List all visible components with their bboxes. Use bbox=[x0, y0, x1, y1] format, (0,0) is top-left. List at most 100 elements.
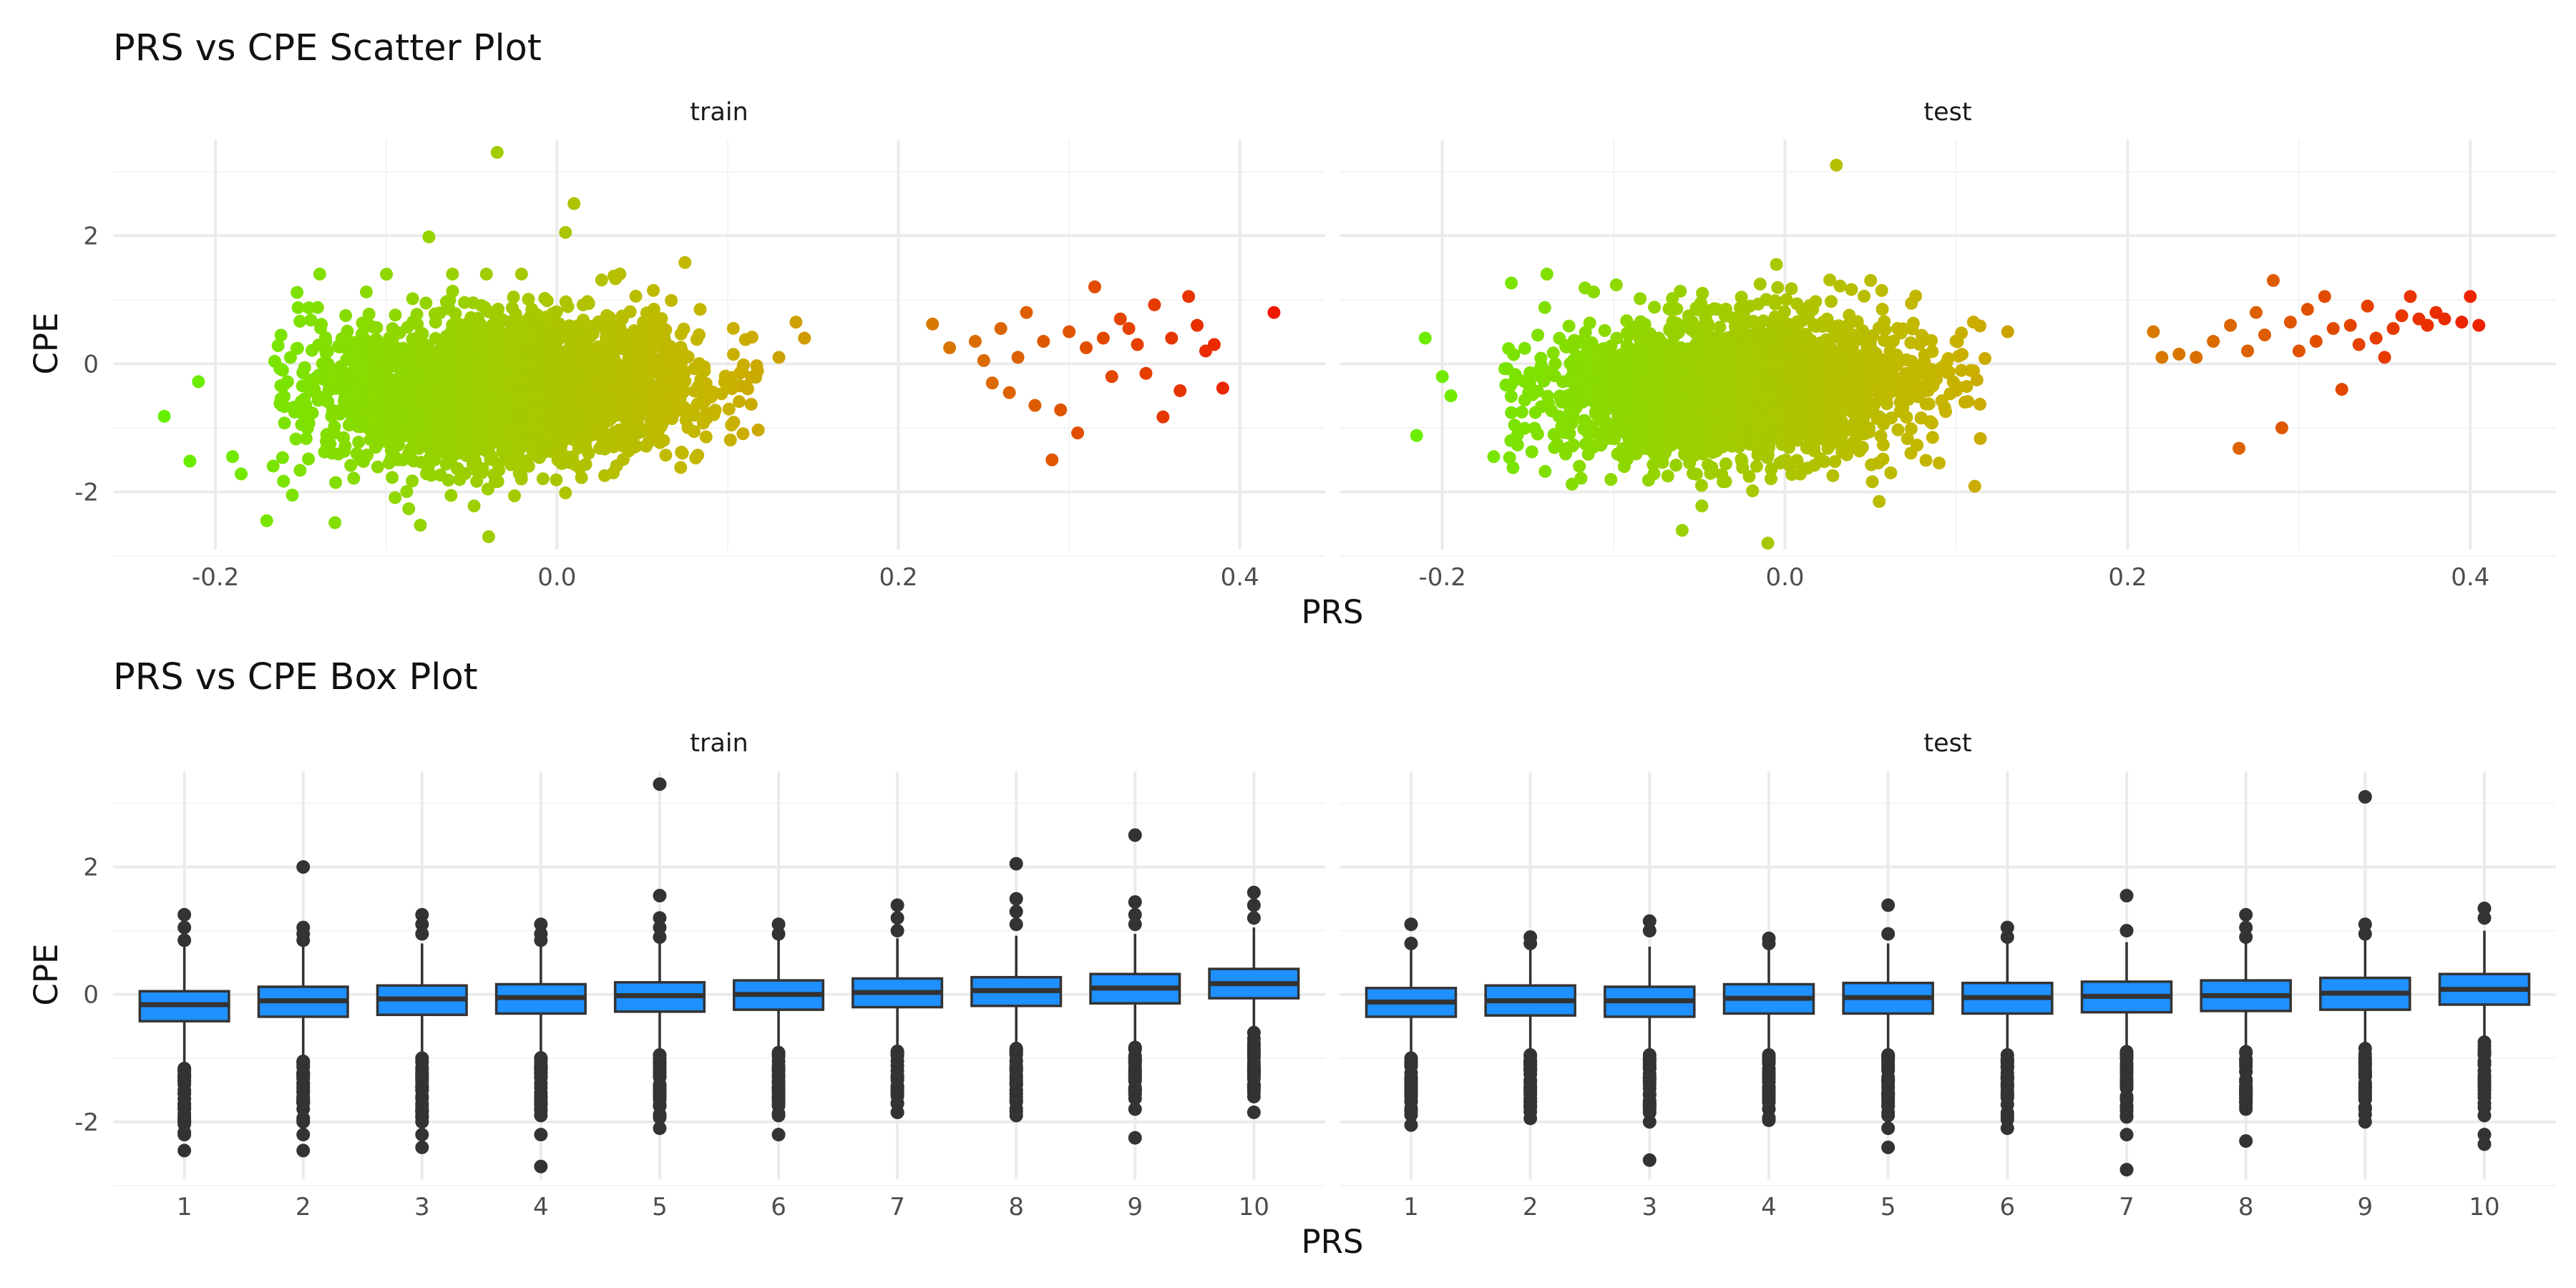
scatter-point bbox=[562, 456, 576, 469]
scatter-point bbox=[414, 518, 427, 532]
scatter-point bbox=[977, 353, 990, 367]
scatter-point bbox=[303, 384, 317, 398]
scatter-point bbox=[1824, 437, 1838, 451]
scatter-point bbox=[309, 371, 323, 385]
scatter-point bbox=[1418, 331, 1432, 345]
x-tick-label: 0.2 bbox=[879, 563, 917, 592]
scatter-point bbox=[1518, 341, 1531, 355]
scatter-point bbox=[275, 364, 289, 377]
scatter-point bbox=[371, 460, 384, 474]
scatter-point bbox=[402, 502, 416, 515]
scatter-point bbox=[492, 417, 505, 431]
scatter-point bbox=[1731, 429, 1745, 442]
scatter-point bbox=[482, 391, 495, 405]
scatter-point bbox=[458, 296, 472, 309]
scatter-point bbox=[704, 390, 718, 404]
scatter-point bbox=[587, 320, 601, 333]
scatter-point bbox=[613, 361, 626, 374]
scatter-point bbox=[675, 361, 688, 375]
scatter-point bbox=[1807, 351, 1820, 364]
scatter-point bbox=[364, 341, 378, 354]
scatter-point bbox=[1828, 331, 1841, 344]
scatter-point bbox=[479, 268, 493, 281]
scatter-point bbox=[1925, 416, 1938, 430]
scatter-point bbox=[293, 314, 307, 328]
scatter-point bbox=[1045, 453, 1059, 467]
scatter-point bbox=[1584, 439, 1597, 452]
scatter-point bbox=[1933, 457, 1946, 470]
scatter-point bbox=[674, 461, 688, 474]
scatter-point bbox=[559, 486, 572, 499]
scatter-point bbox=[493, 334, 507, 348]
scatter-point bbox=[299, 431, 313, 445]
scatter-point bbox=[985, 376, 999, 390]
x-tick-label: 10 bbox=[1239, 1193, 1269, 1221]
scatter-point bbox=[598, 469, 612, 482]
scatter-point bbox=[640, 389, 653, 403]
scatter-point bbox=[396, 416, 410, 429]
scatter-point bbox=[1979, 351, 1992, 365]
scatter-point bbox=[400, 395, 414, 409]
scatter-point bbox=[1207, 338, 1221, 351]
scatter-point bbox=[507, 291, 520, 304]
scatter-point bbox=[1958, 396, 1971, 409]
scatter-point bbox=[1538, 301, 1551, 314]
scatter-point bbox=[968, 335, 982, 348]
scatter-point bbox=[727, 416, 741, 429]
scatter-strip-train: train bbox=[690, 98, 748, 127]
scatter-point bbox=[473, 338, 487, 352]
scatter-point bbox=[1876, 452, 1890, 466]
scatter-point bbox=[678, 404, 691, 418]
scatter-point bbox=[356, 316, 369, 330]
scatter-point bbox=[2266, 273, 2280, 287]
scatter-point bbox=[1904, 447, 1918, 460]
scatter-point bbox=[1435, 370, 1449, 384]
scatter-point bbox=[1733, 301, 1747, 315]
scatter-point bbox=[512, 356, 525, 370]
scatter-point bbox=[1640, 331, 1654, 345]
scatter-point bbox=[1637, 409, 1651, 422]
scatter-point bbox=[1657, 395, 1670, 409]
scatter-point bbox=[1707, 426, 1720, 439]
scatter-point bbox=[434, 379, 447, 393]
scatter-point bbox=[1867, 399, 1880, 412]
scatter-point bbox=[1182, 290, 1196, 303]
scatter-point bbox=[293, 464, 307, 477]
scatter-point bbox=[1768, 310, 1782, 323]
scatter-point bbox=[592, 377, 605, 391]
scatter-point bbox=[1966, 316, 1980, 329]
scatter-point bbox=[414, 455, 428, 469]
scatter-point bbox=[1002, 386, 1016, 399]
scatter-point bbox=[271, 339, 285, 353]
scatter-point bbox=[622, 330, 635, 343]
scatter-point bbox=[1825, 369, 1838, 383]
scatter-point bbox=[1558, 447, 1572, 461]
scatter-point bbox=[1674, 285, 1687, 298]
scatter-point bbox=[1708, 331, 1722, 344]
scatter-point bbox=[331, 447, 345, 461]
scatter-point bbox=[266, 459, 280, 473]
scatter-point bbox=[723, 433, 737, 447]
scatter-point bbox=[287, 401, 301, 414]
scatter-point bbox=[436, 343, 450, 356]
scatter-point bbox=[1028, 399, 1042, 412]
scatter-point bbox=[681, 350, 695, 364]
scatter-point bbox=[1657, 407, 1670, 421]
scatter-point bbox=[725, 371, 738, 384]
scatter-point bbox=[314, 321, 328, 335]
scatter-point bbox=[561, 300, 575, 313]
scatter-point bbox=[559, 225, 572, 239]
scatter-point bbox=[1670, 302, 1684, 316]
scatter-point bbox=[410, 414, 424, 428]
scatter-point bbox=[1610, 331, 1624, 345]
scatter-point bbox=[1563, 403, 1577, 416]
scatter-point bbox=[1918, 348, 1931, 362]
scatter-point bbox=[1832, 319, 1845, 333]
scatter-point bbox=[1709, 356, 1722, 370]
scatter-point bbox=[1790, 434, 1804, 447]
scatter-point bbox=[1816, 320, 1830, 333]
scatter-point bbox=[580, 332, 593, 346]
scatter-point bbox=[1661, 377, 1674, 391]
scatter-y-axis-title: CPE bbox=[27, 313, 65, 375]
scatter-point bbox=[1723, 437, 1737, 451]
